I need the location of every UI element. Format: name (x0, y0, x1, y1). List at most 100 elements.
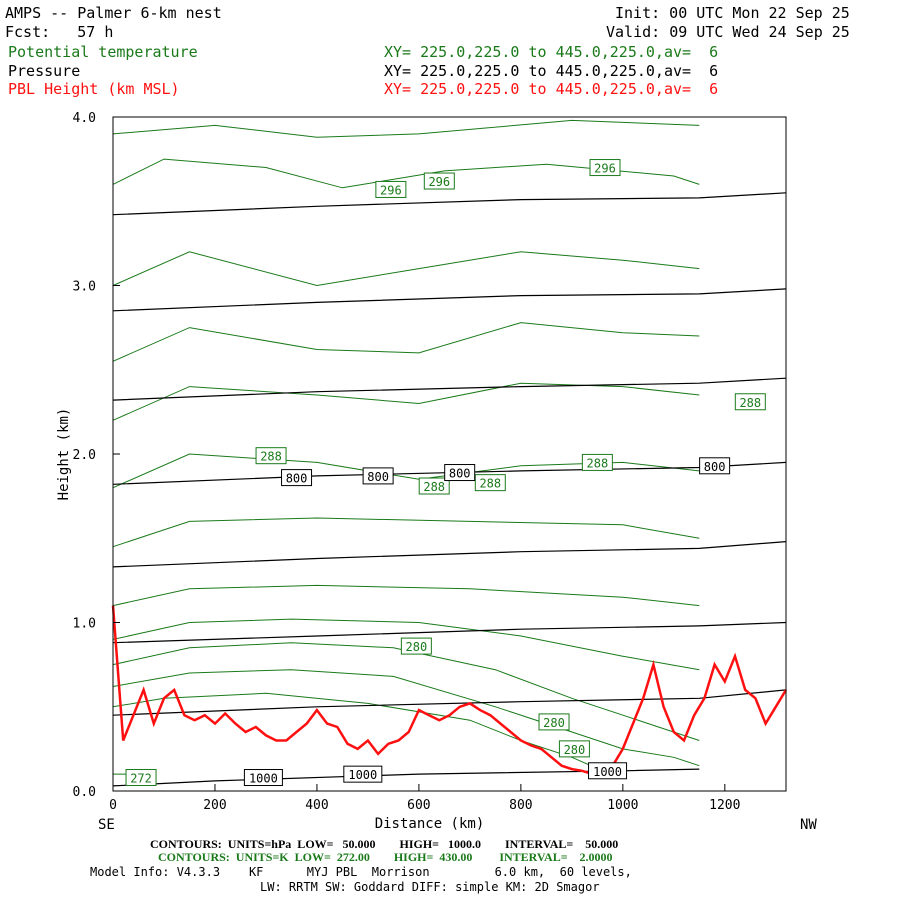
contour-label-box (343, 765, 383, 783)
contour-label-box (243, 769, 283, 787)
theta-contour-294 (112, 251, 700, 287)
contour-label-text: 1000 (593, 765, 622, 779)
footer-theta-contours: CONTOURS: UNITS=K LOW= 272.00 HIGH= 430.… (158, 850, 613, 864)
x-tick-label: 600 (407, 798, 430, 813)
contour-label-box (423, 172, 455, 190)
valid-time: Valid: 09 UTC Wed 24 Sep 25 (606, 23, 850, 41)
theta-contour-284 (112, 584, 700, 607)
contour-label-box (362, 467, 394, 485)
contour-label-text: 800 (449, 467, 471, 481)
pressure-contour-950 (112, 689, 787, 716)
theta-contour-286 (112, 517, 700, 548)
field-name-pressure: Pressure (8, 62, 81, 80)
field-name-pbl: PBL Height (km MSL) (8, 80, 180, 98)
contour-label: 296 (423, 172, 455, 190)
contour-label-text: 272 (130, 772, 152, 786)
pressure-contour-850 (112, 541, 787, 568)
field-name-theta: Potential temperature (8, 43, 198, 61)
contour-label: 1000 (588, 762, 628, 780)
x-tick-label: 1000 (607, 798, 638, 813)
contour-label-text: 280 (406, 640, 428, 654)
contour-label-text: 280 (564, 743, 586, 757)
pressure-contour-1000 (112, 768, 700, 787)
footer-model-info: Model Info: V4.3.3 KF MYJ PBL Morrison 6… (90, 865, 632, 879)
footer-pressure-contours: CONTOURS: UNITS=hPa LOW= 50.000 HIGH= 10… (150, 837, 619, 851)
theta-contour-276 (112, 692, 603, 772)
theta-contour-278 (112, 669, 700, 767)
theta-contour-298 (112, 119, 700, 138)
contour-label: 800 (699, 457, 731, 475)
chart-title: AMPS -- Palmer 6-km nest (5, 4, 222, 22)
contour-label-box (281, 469, 313, 487)
pressure-contour-650 (112, 192, 787, 216)
x-tick-label: 200 (203, 798, 226, 813)
contour-label-text: 800 (286, 472, 308, 486)
x-tick-label: 400 (305, 798, 328, 813)
contour-label: 288 (581, 453, 613, 471)
pbl-height-line (111, 605, 788, 776)
theta-contour-296 (112, 158, 700, 189)
contour-label-text: 288 (260, 450, 282, 464)
x-tick-label: 0 (109, 798, 117, 813)
contour-label-text: 288 (423, 480, 445, 494)
field-xy-pbl: XY= 225.0,225.0 to 445.0,225.0,av= 6 (384, 80, 719, 98)
pressure-contour-750 (112, 377, 787, 401)
y-tick-label: 4.0 (73, 111, 96, 126)
y-tick-label: 2.0 (73, 448, 96, 463)
x-tick-label: 800 (509, 798, 532, 813)
init-time: Init: 00 UTC Mon 22 Sep 25 (615, 4, 850, 22)
y-tick-label: 1.0 (73, 617, 96, 632)
contour-label-text: 296 (428, 175, 450, 189)
field-xy-pressure: XY= 225.0,225.0 to 445.0,225.0,av= 6 (384, 62, 719, 80)
contour-label-text: 800 (704, 460, 726, 474)
contour-label-box (418, 477, 450, 495)
theta-contour-282 (112, 618, 700, 671)
contour-label-box (538, 713, 570, 731)
theta-contour-280 (112, 642, 700, 741)
contour-label-box (558, 740, 590, 758)
contour-label-box (444, 464, 476, 482)
contour-label-box (699, 457, 731, 475)
contour-label: 272 (125, 769, 157, 787)
contour-label-text: 296 (594, 162, 616, 176)
contour-label: 288 (734, 393, 766, 411)
contour-label: 1000 (343, 765, 383, 783)
contour-label: 800 (281, 469, 313, 487)
pressure-contour-700 (112, 288, 787, 312)
contour-label-text: 280 (543, 716, 565, 730)
y-tick-label: 0.0 (73, 785, 96, 800)
contour-label-box (375, 180, 407, 198)
y-tick-label: 3.0 (73, 280, 96, 295)
contour-label: 288 (474, 474, 506, 492)
contour-label-box (474, 474, 506, 492)
contour-label: 288 (255, 447, 287, 465)
contour-label: 800 (362, 467, 394, 485)
contour-label-box (589, 159, 621, 177)
contour-label: 1000 (243, 769, 283, 787)
contour-label-box (734, 393, 766, 411)
x-tick-label: 1200 (709, 798, 740, 813)
contour-label-text: 296 (380, 183, 402, 197)
contour-label: 800 (444, 464, 476, 482)
theta-contour-292 (112, 322, 700, 362)
contour-label-text: 288 (479, 477, 501, 491)
contour-label-box (588, 762, 628, 780)
field-xy-theta: XY= 225.0,225.0 to 445.0,225.0,av= 6 (384, 43, 719, 61)
pressure-contour-900 (112, 621, 787, 644)
contour-label-box (255, 447, 287, 465)
contour-label-box (581, 453, 613, 471)
contour-label-box (400, 637, 432, 655)
contour-label-text: 288 (739, 396, 761, 410)
contour-label: 296 (589, 159, 621, 177)
theta-contour-290 (112, 382, 700, 421)
x-axis-title: Distance (km) (375, 816, 485, 832)
contour-label: 296 (375, 180, 407, 198)
contour-label-text: 800 (367, 470, 389, 484)
nw-end-label: NW (800, 817, 817, 833)
plot-frame (112, 116, 787, 792)
footer-physics-info: LW: RRTM SW: Goddard DIFF: simple KM: 2D… (260, 880, 600, 894)
contour-label-text: 288 (587, 456, 609, 470)
y-axis-title: Height (km) (56, 408, 72, 501)
contour-label-text: 1000 (348, 768, 377, 782)
